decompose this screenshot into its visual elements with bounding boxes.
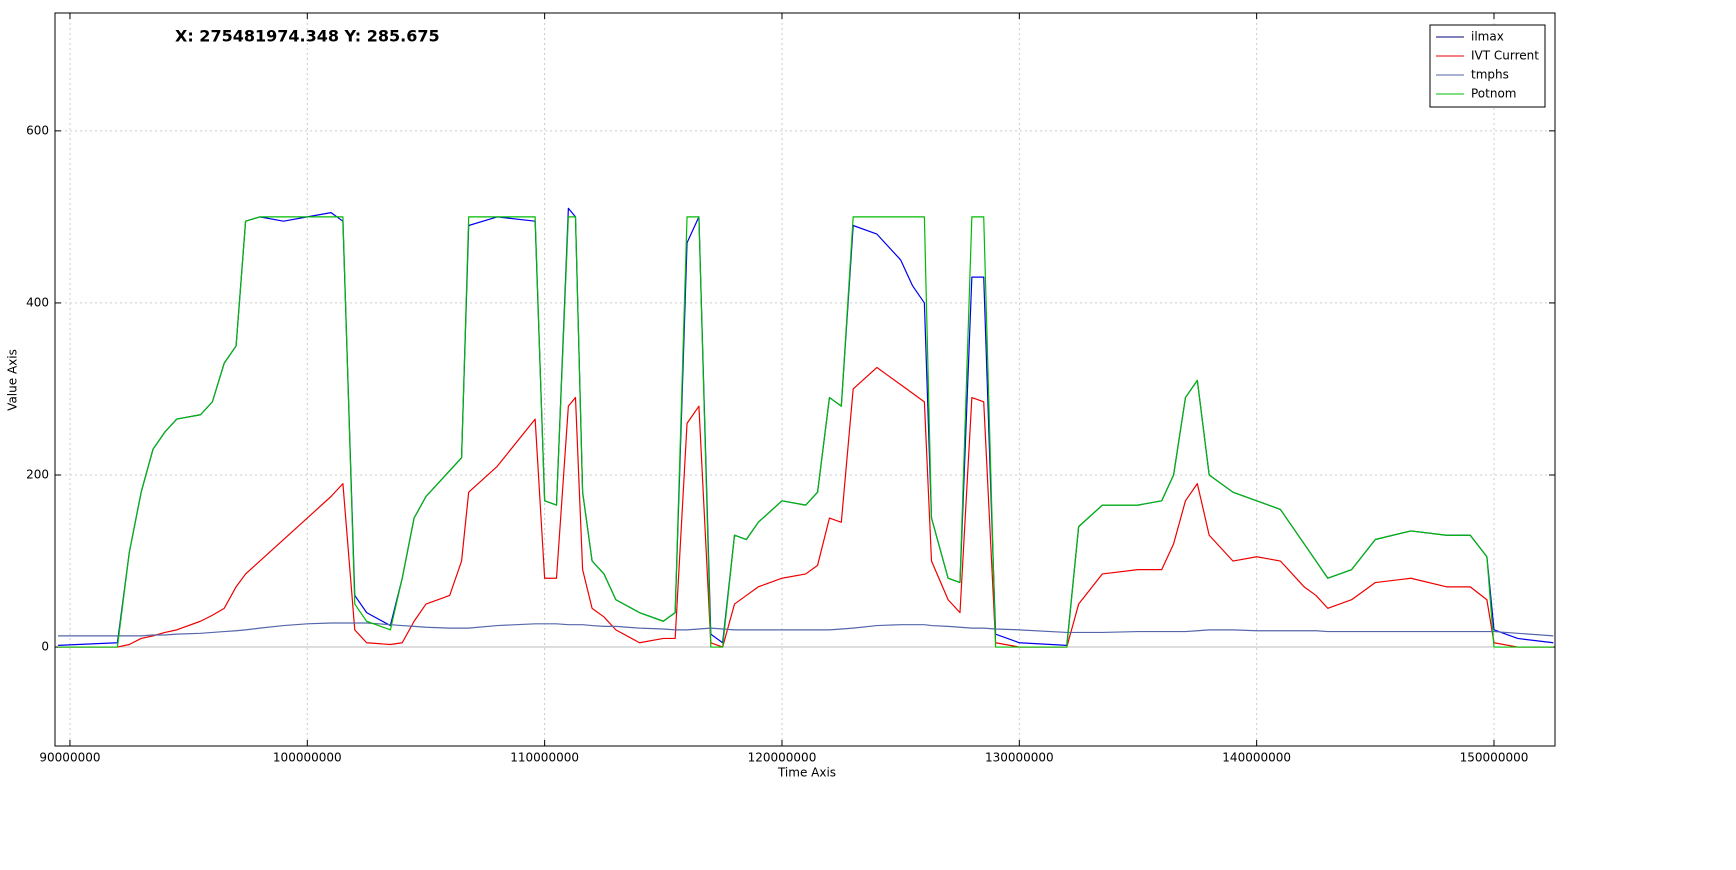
x-tick-label: 140000000 [1222,751,1291,765]
x-tick-label: 110000000 [510,751,579,765]
legend: ilmax IVT Current tmphs Potnom [1429,24,1546,108]
y-tick-label: 0 [41,640,49,654]
x-tick-label: 130000000 [985,751,1054,765]
x-axis-label: Time Axis [777,766,836,780]
series-line [58,216,1554,648]
legend-label: ilmax [1471,30,1504,44]
y-tick-label: 200 [26,467,49,481]
legend-label: Potnom [1471,87,1517,101]
legend-label: IVT Current [1471,49,1539,63]
x-tick-label: 90000000 [39,751,100,765]
x-tick-label: 150000000 [1460,751,1529,765]
coordinate-annotation: X: 275481974.348 Y: 285.675 [175,27,440,46]
plot-frame [54,12,1556,747]
series-line [58,366,1554,648]
y-tick-label: 600 [26,123,49,137]
x-tick-label: 100000000 [273,751,342,765]
x-tick-label: 120000000 [748,751,817,765]
series-line [58,622,1554,637]
y-tick-label: 400 [26,295,49,309]
legend-box [1429,24,1546,108]
legend-label: tmphs [1471,68,1509,82]
y-axis-label: Value Axis [6,349,20,411]
